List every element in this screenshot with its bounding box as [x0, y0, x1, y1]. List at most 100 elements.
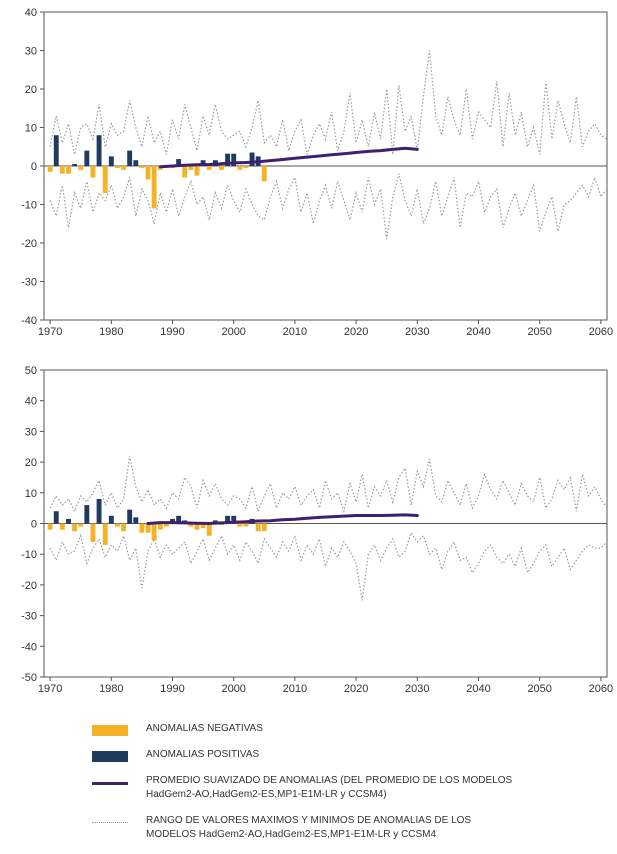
y-tick-label: 40 — [25, 396, 37, 408]
x-tick-label: 2020 — [344, 326, 368, 338]
negative-anomaly-bar — [145, 523, 151, 533]
positive-anomaly-bar — [66, 518, 71, 524]
y-tick-label: -20 — [21, 238, 37, 250]
y-tick-label: -10 — [21, 549, 37, 561]
y-tick-label: 0 — [31, 161, 37, 173]
positive-anomaly-bar — [84, 505, 90, 524]
smooth-line-swatch-icon — [92, 782, 128, 785]
negative-anomaly-bar — [47, 166, 53, 172]
positive-anomaly-bar — [72, 164, 78, 166]
positive-anomaly-bar — [176, 159, 182, 166]
negative-anomaly-bar — [47, 523, 53, 530]
negative-anomaly-bar — [139, 166, 145, 168]
y-tick-label: 20 — [25, 84, 37, 96]
positive-anomaly-bar — [127, 150, 133, 166]
negative-anomaly-bar — [206, 523, 212, 536]
negative-anomaly-bar — [194, 523, 200, 530]
negative-anomaly-bar — [139, 523, 145, 533]
legend-positive-label: ANOMALIAS POSITIVAS — [146, 749, 260, 760]
negative-anomaly-bar — [72, 523, 78, 532]
positive-anomaly-bar — [200, 160, 206, 166]
x-tick-label: 2000 — [221, 683, 245, 695]
positive-anomaly-bar — [96, 135, 102, 166]
negative-anomaly-bar — [151, 523, 157, 541]
negative-anomaly-bar — [194, 166, 200, 176]
positive-anomaly-bar — [176, 515, 182, 524]
negative-anomaly-bar — [200, 523, 206, 529]
range-min-line — [49, 531, 608, 601]
negative-anomaly-bar — [151, 166, 157, 209]
negative-anomaly-bar — [66, 166, 71, 174]
positive-anomaly-bar — [225, 153, 231, 166]
x-tick-label: 1980 — [99, 683, 123, 695]
positive-anomaly-bar — [96, 498, 102, 524]
positive-anomaly-bar — [133, 160, 139, 166]
y-tick-label: 0 — [31, 519, 37, 531]
x-tick-label: 2030 — [405, 683, 429, 695]
y-tick-label: -40 — [21, 641, 37, 653]
positive-anomaly-bar — [108, 515, 114, 524]
negative-anomaly-bar — [59, 166, 65, 174]
x-tick-label: 2020 — [344, 683, 368, 695]
positive-anomaly-bar — [84, 150, 90, 166]
x-tick-label: 2060 — [589, 326, 613, 338]
negative-anomaly-bar — [121, 523, 127, 532]
y-tick-label: 10 — [25, 488, 37, 500]
negative-anomaly-bar — [121, 166, 127, 170]
negative-anomaly-bar — [219, 166, 224, 170]
y-tick-label: 40 — [25, 7, 37, 19]
negative-anomaly-bar — [243, 166, 249, 168]
range-min-line — [49, 173, 608, 240]
negative-anomaly-bar — [261, 166, 267, 182]
negative-anomaly-bar — [237, 523, 243, 527]
negative-anomaly-bar — [114, 166, 120, 168]
positive-anomaly-bar — [231, 515, 237, 524]
negative-anomaly-bar — [114, 523, 120, 527]
y-tick-label: 30 — [25, 46, 37, 58]
negative-anomaly-bar — [78, 523, 84, 527]
negative-anomaly-bar — [261, 523, 267, 532]
positive-anomaly-bar — [53, 511, 59, 524]
negative-anomaly-bar — [237, 166, 243, 170]
negative-anomaly-bar — [102, 166, 108, 193]
x-tick-label: 1980 — [99, 326, 123, 338]
y-tick-label: 30 — [25, 426, 37, 438]
positive-anomaly-bar — [225, 515, 231, 524]
legend-negative-label: ANOMALIAS NEGATIVAS — [146, 723, 263, 734]
x-tick-label: 2050 — [527, 326, 551, 338]
x-tick-label: 2060 — [589, 683, 613, 695]
y-tick-label: -20 — [21, 580, 37, 592]
positive-anomaly-bar — [133, 517, 139, 524]
x-tick-label: 2010 — [283, 683, 307, 695]
negative-anomaly-bar — [59, 523, 65, 530]
y-tick-label: -40 — [21, 315, 37, 327]
legend-smooth-line2: HadGem2-AO,HadGem2-ES,MP1-E1M-LR y CCSM4… — [146, 789, 387, 800]
range-max-line — [49, 455, 608, 514]
x-tick-label: 1970 — [38, 326, 62, 338]
negative-anomaly-bar — [188, 166, 194, 170]
legend-item-range: RANGO DE VALORES MAXIMOS Y MINIMOS DE AN… — [92, 814, 592, 854]
legend-smooth-label: PROMEDIO SUAVIZADO DE ANOMALIAS (DEL PRO… — [146, 774, 512, 802]
y-tick-label: 10 — [25, 123, 37, 135]
y-tick-label: 50 — [25, 365, 37, 377]
x-tick-label: 1970 — [38, 683, 62, 695]
positive-anomaly-bar — [249, 152, 255, 166]
negative-anomaly-bar — [206, 166, 212, 170]
positive-anomaly-bar — [108, 156, 114, 166]
x-tick-label: 1990 — [160, 326, 184, 338]
x-tick-label: 2040 — [466, 683, 490, 695]
positive-anomaly-bar — [53, 135, 59, 166]
positive-swatch-icon — [92, 751, 128, 762]
negative-anomaly-bar — [255, 523, 261, 532]
range-dotted-swatch-icon — [92, 822, 128, 823]
negative-anomaly-bar — [163, 523, 169, 527]
smoothed-average-line — [146, 513, 419, 525]
negative-swatch-icon — [92, 725, 128, 736]
x-tick-label: 2000 — [221, 326, 245, 338]
smoothed-average-line — [158, 146, 419, 169]
positive-anomaly-bar — [127, 509, 133, 524]
y-tick-label: 20 — [25, 457, 37, 469]
